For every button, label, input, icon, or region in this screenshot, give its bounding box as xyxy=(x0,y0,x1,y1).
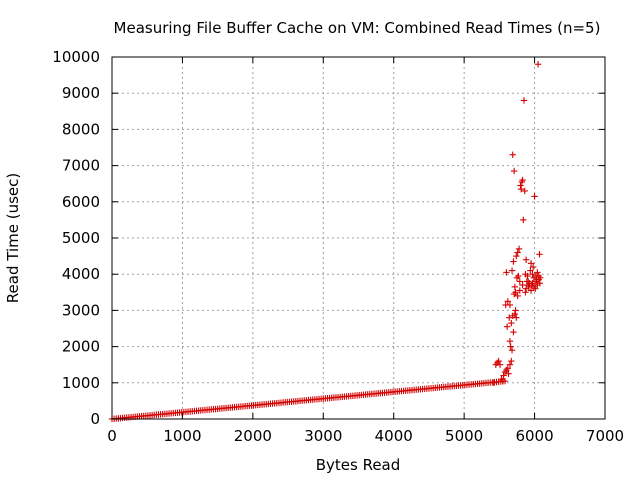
x-tick-label: 3000 xyxy=(304,427,342,445)
data-point xyxy=(513,252,520,260)
data-point xyxy=(516,278,523,285)
data-point xyxy=(529,271,536,278)
data-point xyxy=(511,283,519,291)
y-tick-label: 4000 xyxy=(62,265,100,283)
data-point xyxy=(520,216,527,224)
data-point xyxy=(503,269,510,276)
data-point xyxy=(506,361,514,368)
data-point xyxy=(522,289,529,296)
data-point xyxy=(530,283,538,291)
x-tick-label: 4000 xyxy=(375,427,413,445)
y-tick-label: 5000 xyxy=(62,229,100,247)
x-tick-label: 5000 xyxy=(445,427,483,445)
y-tick-label: 6000 xyxy=(62,193,100,211)
data-point xyxy=(496,361,504,368)
y-tick-label: 10000 xyxy=(52,48,100,66)
data-point xyxy=(517,182,524,189)
y-tick-label: 0 xyxy=(90,410,100,428)
y-axis-label: Read Time (usec) xyxy=(4,173,22,303)
data-point xyxy=(524,272,531,280)
data-point xyxy=(525,278,532,285)
data-point xyxy=(512,307,519,314)
x-tick-label: 1000 xyxy=(163,427,201,445)
data-point xyxy=(519,176,526,184)
data-point xyxy=(510,328,517,336)
data-points xyxy=(108,61,544,423)
data-point xyxy=(509,151,516,158)
x-tick-label: 6000 xyxy=(515,427,553,445)
x-tick-label: 7000 xyxy=(586,427,624,445)
data-point xyxy=(500,372,507,379)
data-point xyxy=(505,370,512,377)
data-point xyxy=(521,187,528,195)
data-point xyxy=(529,280,536,287)
data-point xyxy=(504,298,512,305)
x-axis-ticks: 0 1000 2000 3000 4000 5000 6000 7000 xyxy=(107,57,624,445)
data-point xyxy=(508,357,515,365)
data-point xyxy=(510,167,518,175)
chart-title: Measuring File Buffer Cache on VM: Combi… xyxy=(114,19,601,37)
data-point xyxy=(510,258,517,265)
data-point xyxy=(516,287,523,294)
data-point xyxy=(534,281,541,289)
y-tick-label: 1000 xyxy=(62,374,100,392)
y-tick-label: 8000 xyxy=(62,120,100,138)
data-point xyxy=(508,319,515,327)
data-point xyxy=(527,260,535,267)
grid-lines xyxy=(112,57,605,419)
data-point xyxy=(515,245,523,253)
data-point xyxy=(534,61,542,68)
data-point xyxy=(506,337,514,345)
data-point xyxy=(519,281,526,289)
data-point xyxy=(514,249,521,256)
x-tick-label: 2000 xyxy=(234,427,272,445)
data-point xyxy=(522,256,530,263)
data-point xyxy=(495,357,502,365)
data-point xyxy=(508,267,516,274)
data-point xyxy=(532,272,540,280)
data-point xyxy=(503,323,511,330)
data-point xyxy=(508,347,516,354)
data-point xyxy=(536,251,543,258)
data-point xyxy=(535,276,542,283)
y-tick-label: 7000 xyxy=(62,157,100,175)
data-point xyxy=(529,263,537,271)
data-point xyxy=(507,343,514,350)
data-point xyxy=(522,285,530,292)
data-point xyxy=(490,379,497,386)
data-point xyxy=(506,314,513,321)
x-tick-label: 0 xyxy=(107,427,117,445)
y-tick-label: 2000 xyxy=(62,338,100,356)
data-point xyxy=(515,272,522,280)
data-point xyxy=(513,314,520,321)
x-axis-label: Bytes Read xyxy=(316,456,401,474)
data-point xyxy=(504,365,512,372)
data-point xyxy=(520,97,528,104)
y-tick-label: 3000 xyxy=(62,301,100,319)
data-point xyxy=(499,377,507,385)
data-point xyxy=(531,193,538,200)
data-point xyxy=(514,292,521,300)
data-point xyxy=(517,185,525,193)
data-point xyxy=(506,301,514,309)
y-tick-label: 9000 xyxy=(62,84,100,102)
data-point xyxy=(534,269,541,276)
data-point xyxy=(527,287,535,294)
data-point xyxy=(512,289,519,296)
data-point xyxy=(511,310,519,318)
data-point xyxy=(527,267,534,274)
y-axis-ticks: 0 1000 2000 3000 4000 5000 6000 7000 8000 9000 100… xyxy=(52,48,605,428)
